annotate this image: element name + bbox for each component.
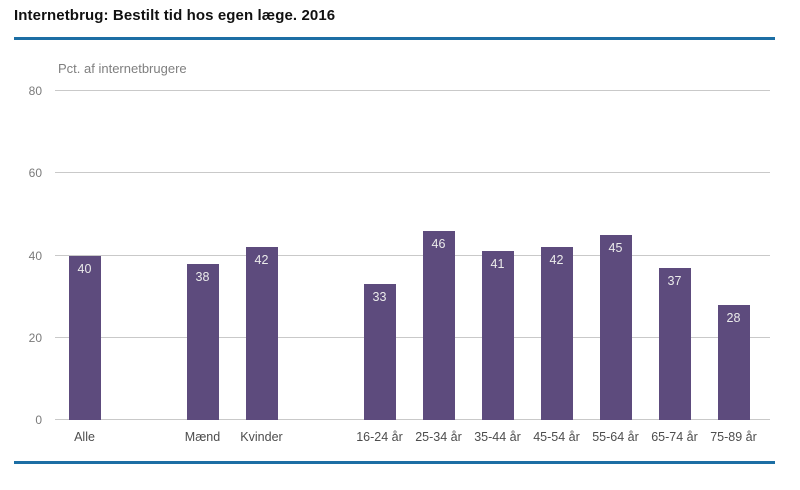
x-tick-label: 35-44 år — [474, 430, 521, 444]
gridline — [55, 172, 770, 174]
bar-slot: 38 — [173, 91, 232, 420]
gridline — [55, 336, 770, 338]
bar-slot: 41 — [468, 91, 527, 420]
x-tick-label: 25-34 år — [415, 430, 462, 444]
bar: 38 — [186, 263, 219, 420]
x-tick-label: 45-54 år — [533, 430, 580, 444]
bar-value-label: 41 — [490, 257, 505, 272]
bar-slot: 42 — [527, 91, 586, 420]
bar: 40 — [68, 255, 101, 420]
bar-value-label: 45 — [608, 240, 623, 255]
bar-value-label: 42 — [549, 253, 564, 268]
bar: 28 — [717, 304, 750, 420]
x-tick-label: Alle — [74, 430, 95, 444]
bar-value-label: 40 — [77, 261, 92, 276]
y-axis-title: Pct. af internetbrugere — [58, 61, 187, 76]
bar: 46 — [422, 230, 455, 420]
gridlines — [55, 90, 770, 420]
x-tick-label — [114, 430, 173, 445]
bar-value-label: 37 — [667, 273, 682, 288]
x-tick-label: 55-64 år — [592, 430, 639, 444]
bar: 37 — [658, 267, 691, 420]
bar-slot: 28 — [704, 91, 763, 420]
gridline — [55, 90, 770, 91]
x-axis-tick-labels: Alle Mænd Kvinder 16-24 år 25-34 år 35-44 år 4… — [55, 430, 763, 445]
bar-slot: 45 — [586, 91, 645, 420]
bar-value-label: 46 — [431, 236, 446, 251]
y-tick-label: 80 — [28, 84, 42, 98]
bar-slot — [291, 91, 350, 420]
bar: 45 — [599, 234, 632, 420]
x-tick-label: Mænd — [184, 430, 221, 444]
bar-slot: 40 — [55, 91, 114, 420]
bar: 42 — [540, 247, 573, 420]
bar-slot: 33 — [350, 91, 409, 420]
bar-slot: 42 — [232, 91, 291, 420]
x-tick-label — [291, 430, 350, 445]
bar-value-label: 28 — [726, 310, 741, 325]
y-tick-label: 40 — [28, 248, 42, 263]
bar-value-label: 38 — [195, 269, 210, 284]
x-tick-label: Kvinder — [240, 430, 283, 444]
y-tick-label: 60 — [28, 166, 42, 181]
y-tick-label: 0 — [35, 413, 42, 427]
bar-value-label: 42 — [254, 253, 269, 268]
bar: 33 — [363, 284, 396, 420]
bar: 41 — [481, 251, 514, 420]
y-tick-label: 20 — [28, 330, 42, 345]
plot-area: 40 38 42 33 46 41 42 45 37 28 — [55, 91, 763, 420]
bar-slot: 37 — [645, 91, 704, 420]
x-tick-label: 65-74 år — [651, 430, 698, 444]
bar-slot — [114, 91, 173, 420]
bar: 42 — [245, 247, 278, 420]
x-tick-label: 16-24 år — [356, 430, 403, 444]
x-tick-label: 75-89 år — [710, 430, 757, 444]
chart-title: Internetbrug: Bestilt tid hos egen læge.… — [14, 7, 336, 24]
gridline — [55, 254, 770, 256]
y-axis-tick-labels: 0 20 40 60 80 — [0, 85, 42, 426]
bar-value-label: 33 — [372, 290, 387, 305]
top-rule — [14, 37, 775, 40]
bottom-rule — [14, 461, 775, 464]
bar-slot: 46 — [409, 91, 468, 420]
gridline — [55, 419, 770, 420]
